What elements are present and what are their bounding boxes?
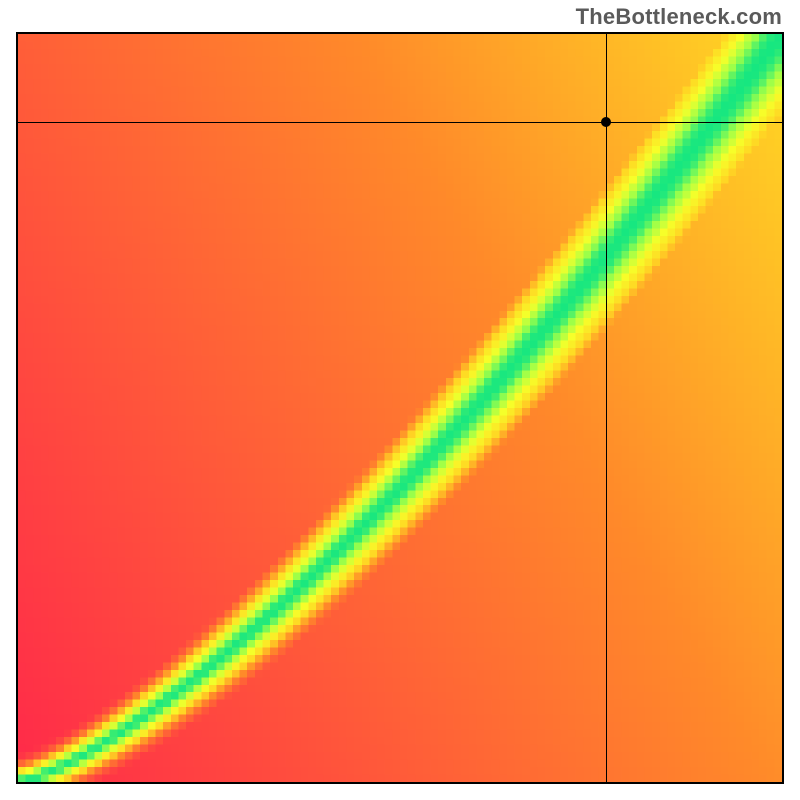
watermark: TheBottleneck.com <box>576 4 782 30</box>
heatmap-plot <box>16 32 784 784</box>
heatmap-canvas <box>18 34 782 782</box>
crosshair-vertical <box>606 34 607 782</box>
marker-point <box>601 117 611 127</box>
crosshair-horizontal <box>18 122 782 123</box>
